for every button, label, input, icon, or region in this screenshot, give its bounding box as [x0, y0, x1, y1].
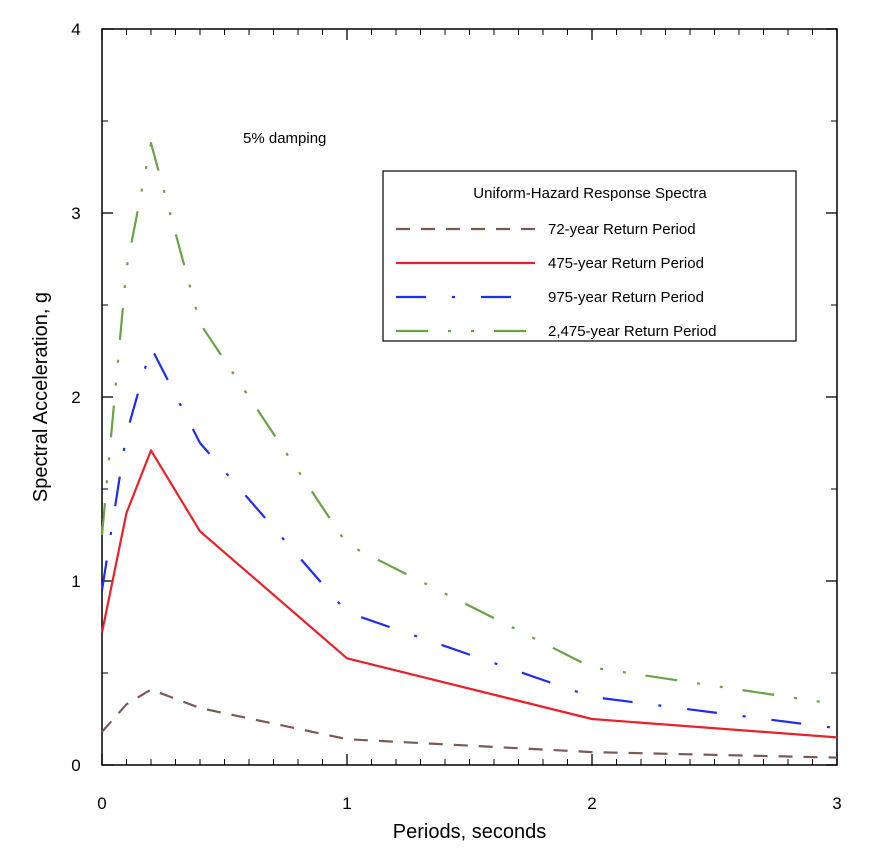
series-layer: [100, 142, 838, 759]
y-tick-label: 1: [71, 572, 80, 591]
series-line-2: [100, 449, 838, 739]
series-line-1: [101, 688, 838, 759]
axis-ticks: [101, 28, 838, 766]
x-axis-title: Periods, seconds: [393, 821, 546, 843]
tick-labels: 0 1 2 3 0 1 2 3 4: [71, 20, 841, 813]
legend-label-3: 975-year Return Period: [548, 289, 704, 306]
legend-title: Uniform-Hazard Response Spectra: [473, 185, 707, 202]
y-tick-label: 4: [71, 20, 80, 39]
series-line-3: [100, 346, 838, 730]
y-tick-label: 2: [71, 388, 80, 407]
damping-annotation: 5% damping: [243, 130, 326, 147]
x-tick-label: 1: [342, 794, 351, 813]
legend-label-2: 475-year Return Period: [548, 255, 704, 272]
x-tick-label: 0: [97, 794, 106, 813]
y-tick-label: 0: [71, 756, 80, 775]
legend-box: [382, 170, 797, 342]
legend-entries: 72-year Return Period 475-year Return Per…: [396, 221, 716, 340]
x-tick-label: 3: [832, 794, 841, 813]
legend-label-4: 2,475-year Return Period: [548, 323, 716, 340]
legend: Uniform-Hazard Response Spectra 72-year …: [382, 170, 797, 342]
legend-label-1: 72-year Return Period: [548, 221, 696, 238]
y-axis-title: Spectral Acceleration, g: [30, 292, 52, 502]
x-tick-label: 2: [587, 794, 596, 813]
y-tick-label: 3: [71, 204, 80, 223]
